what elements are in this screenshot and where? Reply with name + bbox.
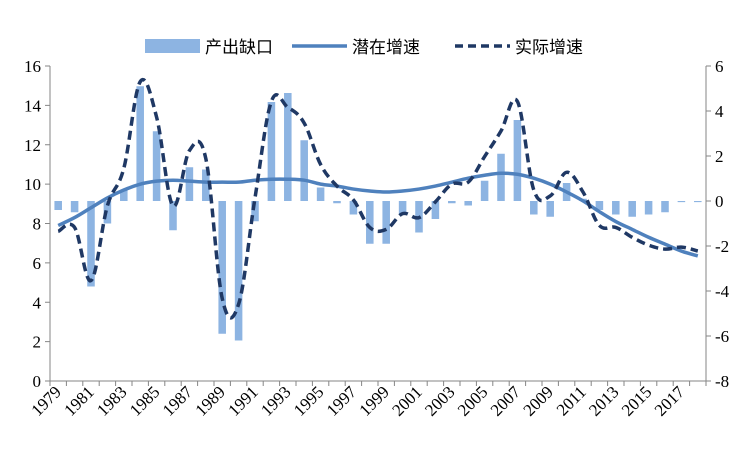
y-right-tick-label: -2	[715, 237, 729, 256]
bar-output-gap	[169, 201, 177, 231]
line-actual-growth	[57, 77, 699, 320]
x-tick-label: 1999	[356, 382, 393, 419]
bar-output-gap	[497, 153, 505, 201]
y-left-tick-label: 2	[33, 333, 42, 352]
x-tick-label: 2009	[520, 382, 557, 419]
y-right-tick-label: 4	[715, 102, 724, 121]
x-tick-label: 2001	[388, 382, 425, 419]
x-tick-label: 2013	[585, 382, 622, 419]
bar-output-gap	[530, 201, 538, 215]
legend: 产出缺口 潜在增速 实际增速	[145, 38, 583, 58]
bar-output-gap	[70, 201, 79, 213]
bar-output-gap	[333, 201, 341, 204]
x-tick-labels: 1979198119831985198719891991199319951997…	[28, 382, 689, 420]
bar-output-gap	[677, 201, 686, 203]
bar-output-gap	[448, 201, 456, 204]
y-right-tick-label: 0	[715, 192, 724, 211]
y-right-tick-label: -8	[715, 372, 729, 391]
lines	[57, 77, 699, 320]
x-tick-label: 2017	[651, 382, 689, 420]
bar-output-gap	[464, 201, 472, 206]
bar-output-gap	[202, 169, 210, 201]
legend-swatch-output-gap	[145, 39, 200, 53]
x-tick-label: 1997	[323, 382, 361, 420]
bar-output-gap	[120, 189, 128, 201]
bar-output-gap	[349, 201, 358, 215]
bar-output-gap	[136, 86, 144, 201]
y-left-tick-label: 16	[24, 57, 41, 76]
x-tick-label: 2011	[553, 382, 590, 419]
bar-output-gap	[382, 201, 390, 244]
bar-output-gap	[87, 201, 95, 287]
bar-output-gap	[54, 201, 62, 210]
y-left-tick-label: 4	[33, 293, 42, 312]
bar-output-gap	[612, 201, 620, 215]
bar-output-gap	[316, 187, 325, 201]
y-left-tick-label: 10	[24, 175, 41, 194]
y-left-tick-label: 0	[33, 372, 42, 391]
bar-output-gap	[267, 102, 276, 201]
x-tick-label: 1981	[60, 382, 97, 419]
bar-output-gap	[431, 201, 440, 219]
y-left-tick-label: 6	[33, 254, 42, 273]
bar-output-gap	[366, 201, 374, 244]
bar-output-gap	[251, 201, 259, 222]
x-tick-label: 2003	[421, 382, 458, 419]
bar-output-gap	[546, 201, 554, 217]
legend-label-actual-growth: 实际增速	[515, 38, 583, 58]
bar-output-gap	[628, 201, 636, 217]
bar-output-gap	[661, 201, 669, 213]
y-right-tick-label: -4	[715, 282, 730, 301]
legend-label-potential-growth: 潜在增速	[352, 38, 420, 58]
bar-output-gap	[152, 131, 161, 201]
x-tick-label: 2005	[454, 382, 491, 419]
bar-output-gap	[398, 201, 407, 215]
y-right-tick-labels: -8 -6 -4 -2 0 2 4 6	[715, 57, 730, 391]
bar-output-gap	[480, 180, 489, 201]
y-left-tick-label: 8	[33, 215, 42, 234]
y-left-tick-label: 12	[24, 136, 41, 155]
y-left-tick-labels: 0 2 4 6 8 10 12 14 16	[24, 57, 42, 391]
bar-output-gap	[284, 93, 292, 201]
x-tick-label: 1991	[224, 382, 261, 419]
bar-output-gap	[185, 167, 194, 201]
x-tick-label: 1985	[126, 382, 163, 419]
bar-output-gap	[218, 201, 226, 334]
x-tick-label: 1993	[257, 382, 294, 419]
y-left-tick-label: 14	[24, 96, 42, 115]
bar-output-gap	[595, 201, 604, 210]
bar-output-gap	[300, 140, 308, 201]
y-right-tick-label: -6	[715, 327, 729, 346]
axes	[45, 65, 711, 386]
x-tick-label: 1995	[290, 382, 327, 419]
bar-output-gap	[234, 201, 243, 341]
x-tick-label: 1989	[192, 382, 229, 419]
legend-label-output-gap: 产出缺口	[205, 38, 273, 58]
bar-output-gap	[513, 120, 522, 201]
x-tick-label: 2015	[618, 382, 655, 419]
x-tick-label: 1987	[159, 382, 197, 420]
x-tick-label: 2007	[487, 382, 525, 420]
y-right-tick-label: 6	[715, 57, 724, 76]
y-right-tick-label: 2	[715, 147, 724, 166]
bar-output-gap	[694, 201, 702, 203]
bar-output-gap	[644, 201, 653, 215]
x-tick-label: 1983	[93, 382, 130, 419]
